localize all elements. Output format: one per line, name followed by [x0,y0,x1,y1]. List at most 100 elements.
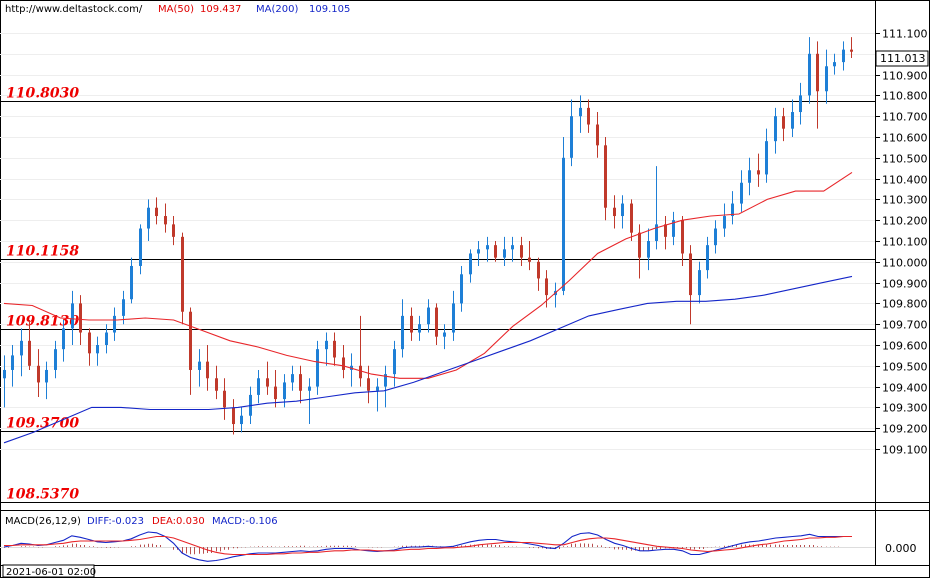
candle [706,236,709,279]
candle [748,157,751,196]
candle [520,236,523,266]
candle [731,191,734,225]
candle [537,257,540,291]
candle [604,137,607,221]
candle [96,336,99,366]
price-tick-label: 110.600 [882,132,928,145]
candle [139,224,142,275]
candle [232,399,235,435]
macd-zero-tick: 0.000 [885,542,917,555]
candle [579,95,582,133]
macd-dea-line [4,535,852,556]
source-url[interactable]: http://www.deltastock.com/ [5,4,143,15]
candle [587,99,590,133]
candle [299,365,302,404]
candle [376,378,379,412]
candle [28,320,31,370]
candle [740,170,743,212]
candle [147,199,150,241]
candle [630,199,633,241]
candle [71,290,74,345]
candle [570,99,573,167]
price-axis: 111.100111.000110.900110.800110.700110.6… [875,28,928,457]
candle [435,303,438,345]
candle [359,315,362,387]
macd-dea-label: DEA:0.030 [152,516,205,527]
candle [714,220,717,254]
candle [20,328,23,377]
candle [62,320,65,362]
candle [799,82,802,125]
price-tick-label: 109.300 [882,402,928,415]
candle [274,369,277,408]
candle [45,361,48,400]
candle [172,216,175,246]
price-tick-label: 110.200 [882,215,928,228]
candle [765,128,768,183]
macd-value-label: MACD:-0.106 [212,516,278,527]
price-tick-label: 110.400 [882,174,928,187]
ma50-label: MA(50) [158,4,194,15]
price-tick-label: 110.700 [882,111,928,124]
candle [350,353,353,387]
candle [672,211,675,246]
candle [37,349,40,397]
level-label: 110.8030 [6,86,79,102]
level-label: 109.3700 [6,416,79,432]
ma200-line [3,275,853,444]
candle [155,197,158,225]
price-tick-label: 109.200 [882,423,928,436]
price-tick-label: 109.600 [882,340,928,353]
macd-diff-label: DIFF:-0.023 [87,516,144,527]
candle [308,378,311,425]
candle [596,112,599,158]
price-tick-label: 110.800 [882,90,928,103]
candle [215,365,218,400]
candle [613,195,616,229]
level-label: 108.5370 [6,487,79,503]
candle [333,332,336,366]
candle [189,307,192,395]
candle [54,340,57,379]
price-tick-label: 110.500 [882,153,928,166]
price-tick-label: 110.300 [882,194,928,207]
candle [122,290,125,325]
candles-layer [3,37,853,435]
macd-title: MACD(26,12,9) [5,516,81,527]
candle [774,107,777,154]
candle [638,224,641,279]
candle [562,137,565,296]
ma50-value: 109.437 [200,4,241,15]
price-tick-label: 109.800 [882,298,928,311]
price-tick-label: 109.500 [882,361,928,374]
candle [3,355,6,408]
candle [833,53,836,75]
candle [393,340,396,387]
candle [316,340,319,395]
candle [621,195,624,229]
candle [164,203,167,233]
candle [698,261,701,304]
candle [240,407,243,433]
candle [130,257,133,304]
candle [664,216,667,250]
price-tick-label: 110.900 [882,70,928,83]
macd-layer [0,531,875,562]
candle [825,49,828,104]
current-price-box [875,50,929,67]
candle [647,228,650,271]
candle [105,324,108,354]
candle [427,299,430,333]
candle [266,361,269,395]
candle [816,41,819,129]
candle [494,241,497,262]
candle [689,245,692,325]
date-label-box [2,564,95,578]
ma200-label: MA(200) [256,4,298,15]
candle [850,37,853,58]
candle [681,216,684,266]
candle [842,41,845,71]
candle [503,236,506,266]
price-tick-label: 110.100 [882,236,928,249]
